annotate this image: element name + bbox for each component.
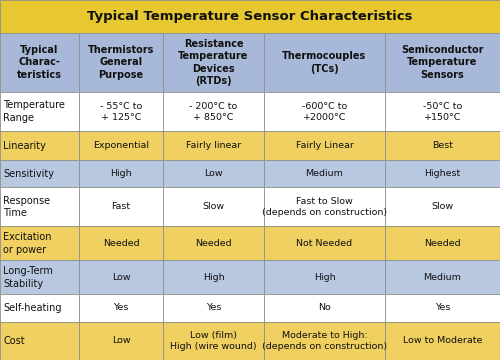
Bar bbox=[79, 131, 163, 160]
Bar bbox=[264, 187, 385, 226]
Text: Low: Low bbox=[112, 273, 130, 282]
Bar bbox=[163, 33, 264, 92]
Bar bbox=[264, 226, 385, 260]
Bar bbox=[264, 131, 385, 160]
Bar bbox=[264, 92, 385, 131]
Bar bbox=[385, 92, 500, 131]
Text: Low: Low bbox=[112, 336, 130, 345]
Text: Self-heating: Self-heating bbox=[3, 303, 62, 313]
Bar bbox=[264, 260, 385, 294]
Text: Fairly linear: Fairly linear bbox=[186, 141, 241, 150]
Bar bbox=[264, 160, 385, 187]
Bar bbox=[163, 321, 264, 360]
Text: Not Needed: Not Needed bbox=[296, 239, 352, 248]
Text: Low to Moderate: Low to Moderate bbox=[403, 336, 482, 345]
Bar bbox=[0, 321, 79, 360]
Bar bbox=[385, 160, 500, 187]
Bar bbox=[79, 294, 163, 321]
Bar bbox=[163, 260, 264, 294]
Text: Exponential: Exponential bbox=[93, 141, 149, 150]
Text: High: High bbox=[202, 273, 224, 282]
Text: Semiconductor
Temperature
Sensors: Semiconductor Temperature Sensors bbox=[401, 45, 484, 80]
Text: Thermistors
General
Purpose: Thermistors General Purpose bbox=[88, 45, 154, 80]
Text: No: No bbox=[318, 303, 331, 312]
Bar bbox=[79, 321, 163, 360]
Text: Excitation
or power: Excitation or power bbox=[3, 232, 51, 255]
Bar bbox=[264, 294, 385, 321]
Bar bbox=[163, 226, 264, 260]
Bar bbox=[79, 33, 163, 92]
Text: Typical Temperature Sensor Characteristics: Typical Temperature Sensor Characteristi… bbox=[88, 10, 413, 23]
Bar bbox=[163, 92, 264, 131]
Bar bbox=[163, 160, 264, 187]
Text: Yes: Yes bbox=[206, 303, 221, 312]
Text: Long-Term
Stability: Long-Term Stability bbox=[3, 266, 53, 289]
Bar bbox=[385, 321, 500, 360]
Text: High: High bbox=[314, 273, 336, 282]
Text: Yes: Yes bbox=[114, 303, 128, 312]
Bar bbox=[0, 131, 79, 160]
Text: High: High bbox=[110, 169, 132, 178]
Text: Slow: Slow bbox=[202, 202, 224, 211]
Text: Cost: Cost bbox=[3, 336, 24, 346]
Bar bbox=[264, 321, 385, 360]
Bar bbox=[0, 294, 79, 321]
Bar bbox=[0, 92, 79, 131]
Text: Fairly Linear: Fairly Linear bbox=[296, 141, 354, 150]
Text: Fast to Slow
(depends on construction): Fast to Slow (depends on construction) bbox=[262, 197, 387, 217]
Bar bbox=[0, 33, 79, 92]
Bar bbox=[385, 187, 500, 226]
Bar bbox=[385, 131, 500, 160]
Text: -600°C to
+2000°C: -600°C to +2000°C bbox=[302, 102, 347, 122]
Bar bbox=[163, 187, 264, 226]
Bar bbox=[0, 0, 500, 33]
Bar bbox=[79, 260, 163, 294]
Text: Linearity: Linearity bbox=[3, 141, 46, 150]
Text: Resistance
Temperature
Devices
(RTDs): Resistance Temperature Devices (RTDs) bbox=[178, 39, 248, 86]
Text: Typical
Charac-
teristics: Typical Charac- teristics bbox=[17, 45, 62, 80]
Text: Needed: Needed bbox=[102, 239, 140, 248]
Bar bbox=[264, 33, 385, 92]
Text: -50°C to
+150°C: -50°C to +150°C bbox=[423, 102, 462, 122]
Text: Low: Low bbox=[204, 169, 223, 178]
Bar bbox=[385, 260, 500, 294]
Text: - 55°C to
+ 125°C: - 55°C to + 125°C bbox=[100, 102, 142, 122]
Text: Fast: Fast bbox=[112, 202, 130, 211]
Bar bbox=[79, 160, 163, 187]
Text: Medium: Medium bbox=[306, 169, 344, 178]
Text: Thermocouples
(TCs): Thermocouples (TCs) bbox=[282, 51, 366, 73]
Bar bbox=[385, 33, 500, 92]
Text: Needed: Needed bbox=[195, 239, 232, 248]
Text: Medium: Medium bbox=[424, 273, 462, 282]
Bar bbox=[0, 187, 79, 226]
Text: Moderate to High:
(depends on construction): Moderate to High: (depends on constructi… bbox=[262, 331, 387, 351]
Bar bbox=[0, 160, 79, 187]
Text: Highest: Highest bbox=[424, 169, 460, 178]
Text: Slow: Slow bbox=[432, 202, 454, 211]
Bar bbox=[163, 294, 264, 321]
Text: Sensitivity: Sensitivity bbox=[3, 168, 54, 179]
Bar bbox=[79, 187, 163, 226]
Text: Low (film)
High (wire wound): Low (film) High (wire wound) bbox=[170, 331, 257, 351]
Text: Temperature
Range: Temperature Range bbox=[3, 100, 65, 123]
Bar bbox=[385, 226, 500, 260]
Text: Needed: Needed bbox=[424, 239, 461, 248]
Bar bbox=[0, 226, 79, 260]
Bar bbox=[385, 294, 500, 321]
Bar bbox=[79, 92, 163, 131]
Text: Best: Best bbox=[432, 141, 453, 150]
Text: Yes: Yes bbox=[435, 303, 450, 312]
Text: Response
Time: Response Time bbox=[3, 195, 50, 218]
Bar bbox=[0, 260, 79, 294]
Text: - 200°C to
+ 850°C: - 200°C to + 850°C bbox=[190, 102, 238, 122]
Bar bbox=[79, 226, 163, 260]
Bar bbox=[163, 131, 264, 160]
